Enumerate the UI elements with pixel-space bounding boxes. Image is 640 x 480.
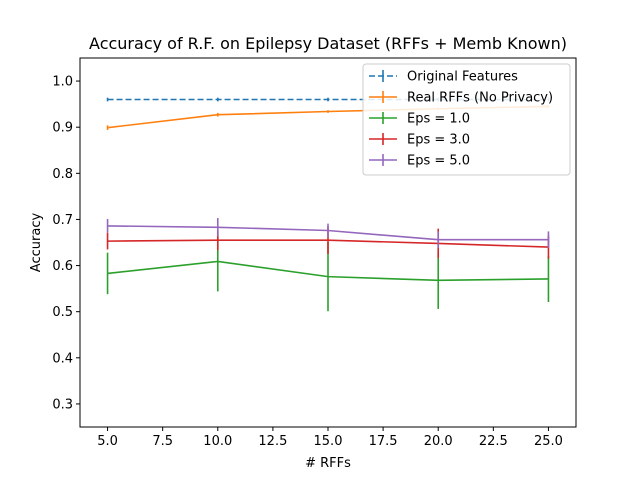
legend-label: Original Features: [407, 70, 518, 85]
x-tick-label: 10.0: [203, 434, 232, 449]
legend-label: Eps = 1.0: [407, 112, 470, 127]
y-axis-label: Accuracy: [29, 213, 44, 273]
x-axis: 5.0 7.5 10.0 12.5 15.0 17.5 20.0 22.5 25.0: [97, 427, 563, 449]
legend-item: Original Features: [369, 70, 518, 85]
x-tick-label: 22.5: [479, 434, 508, 449]
legend-item: Eps = 1.0: [369, 112, 470, 127]
y-axis: 0.3 0.4 0.5 0.6 0.7 0.8 0.9 1.0: [52, 75, 80, 412]
legend-item: Real RFFs (No Privacy): [369, 91, 553, 106]
series-layer: [106, 97, 550, 312]
x-tick-label: 7.5: [152, 434, 173, 449]
legend-label: Eps = 5.0: [407, 154, 470, 169]
x-tick-label: 5.0: [97, 434, 118, 449]
x-tick-label: 12.5: [258, 434, 287, 449]
series-4: [106, 218, 550, 249]
y-tick-label: 0.3: [52, 397, 73, 412]
legend-item: Eps = 3.0: [369, 133, 470, 148]
y-tick-label: 0.9: [52, 121, 73, 136]
y-tick-label: 0.4: [52, 351, 73, 366]
y-tick-label: 0.8: [52, 167, 73, 182]
x-tick-label: 17.5: [369, 434, 398, 449]
y-tick-label: 0.5: [52, 305, 73, 320]
legend-label: Eps = 3.0: [407, 133, 470, 148]
legend-item: Eps = 5.0: [369, 154, 470, 169]
x-axis-label: # RFFs: [305, 456, 351, 471]
chart-title: Accuracy of R.F. on Epilepsy Dataset (RF…: [89, 34, 567, 53]
y-tick-label: 0.7: [52, 213, 73, 228]
legend-label: Real RFFs (No Privacy): [407, 91, 553, 106]
x-tick-label: 25.0: [534, 434, 563, 449]
x-tick-label: 20.0: [424, 434, 453, 449]
y-tick-label: 1.0: [52, 75, 73, 90]
legend-box: [362, 63, 571, 176]
series-2: [106, 231, 550, 312]
x-tick-label: 15.0: [314, 434, 343, 449]
legend: Original Features Real RFFs (No Privacy) E…: [362, 63, 571, 176]
y-tick-label: 0.6: [52, 259, 73, 274]
